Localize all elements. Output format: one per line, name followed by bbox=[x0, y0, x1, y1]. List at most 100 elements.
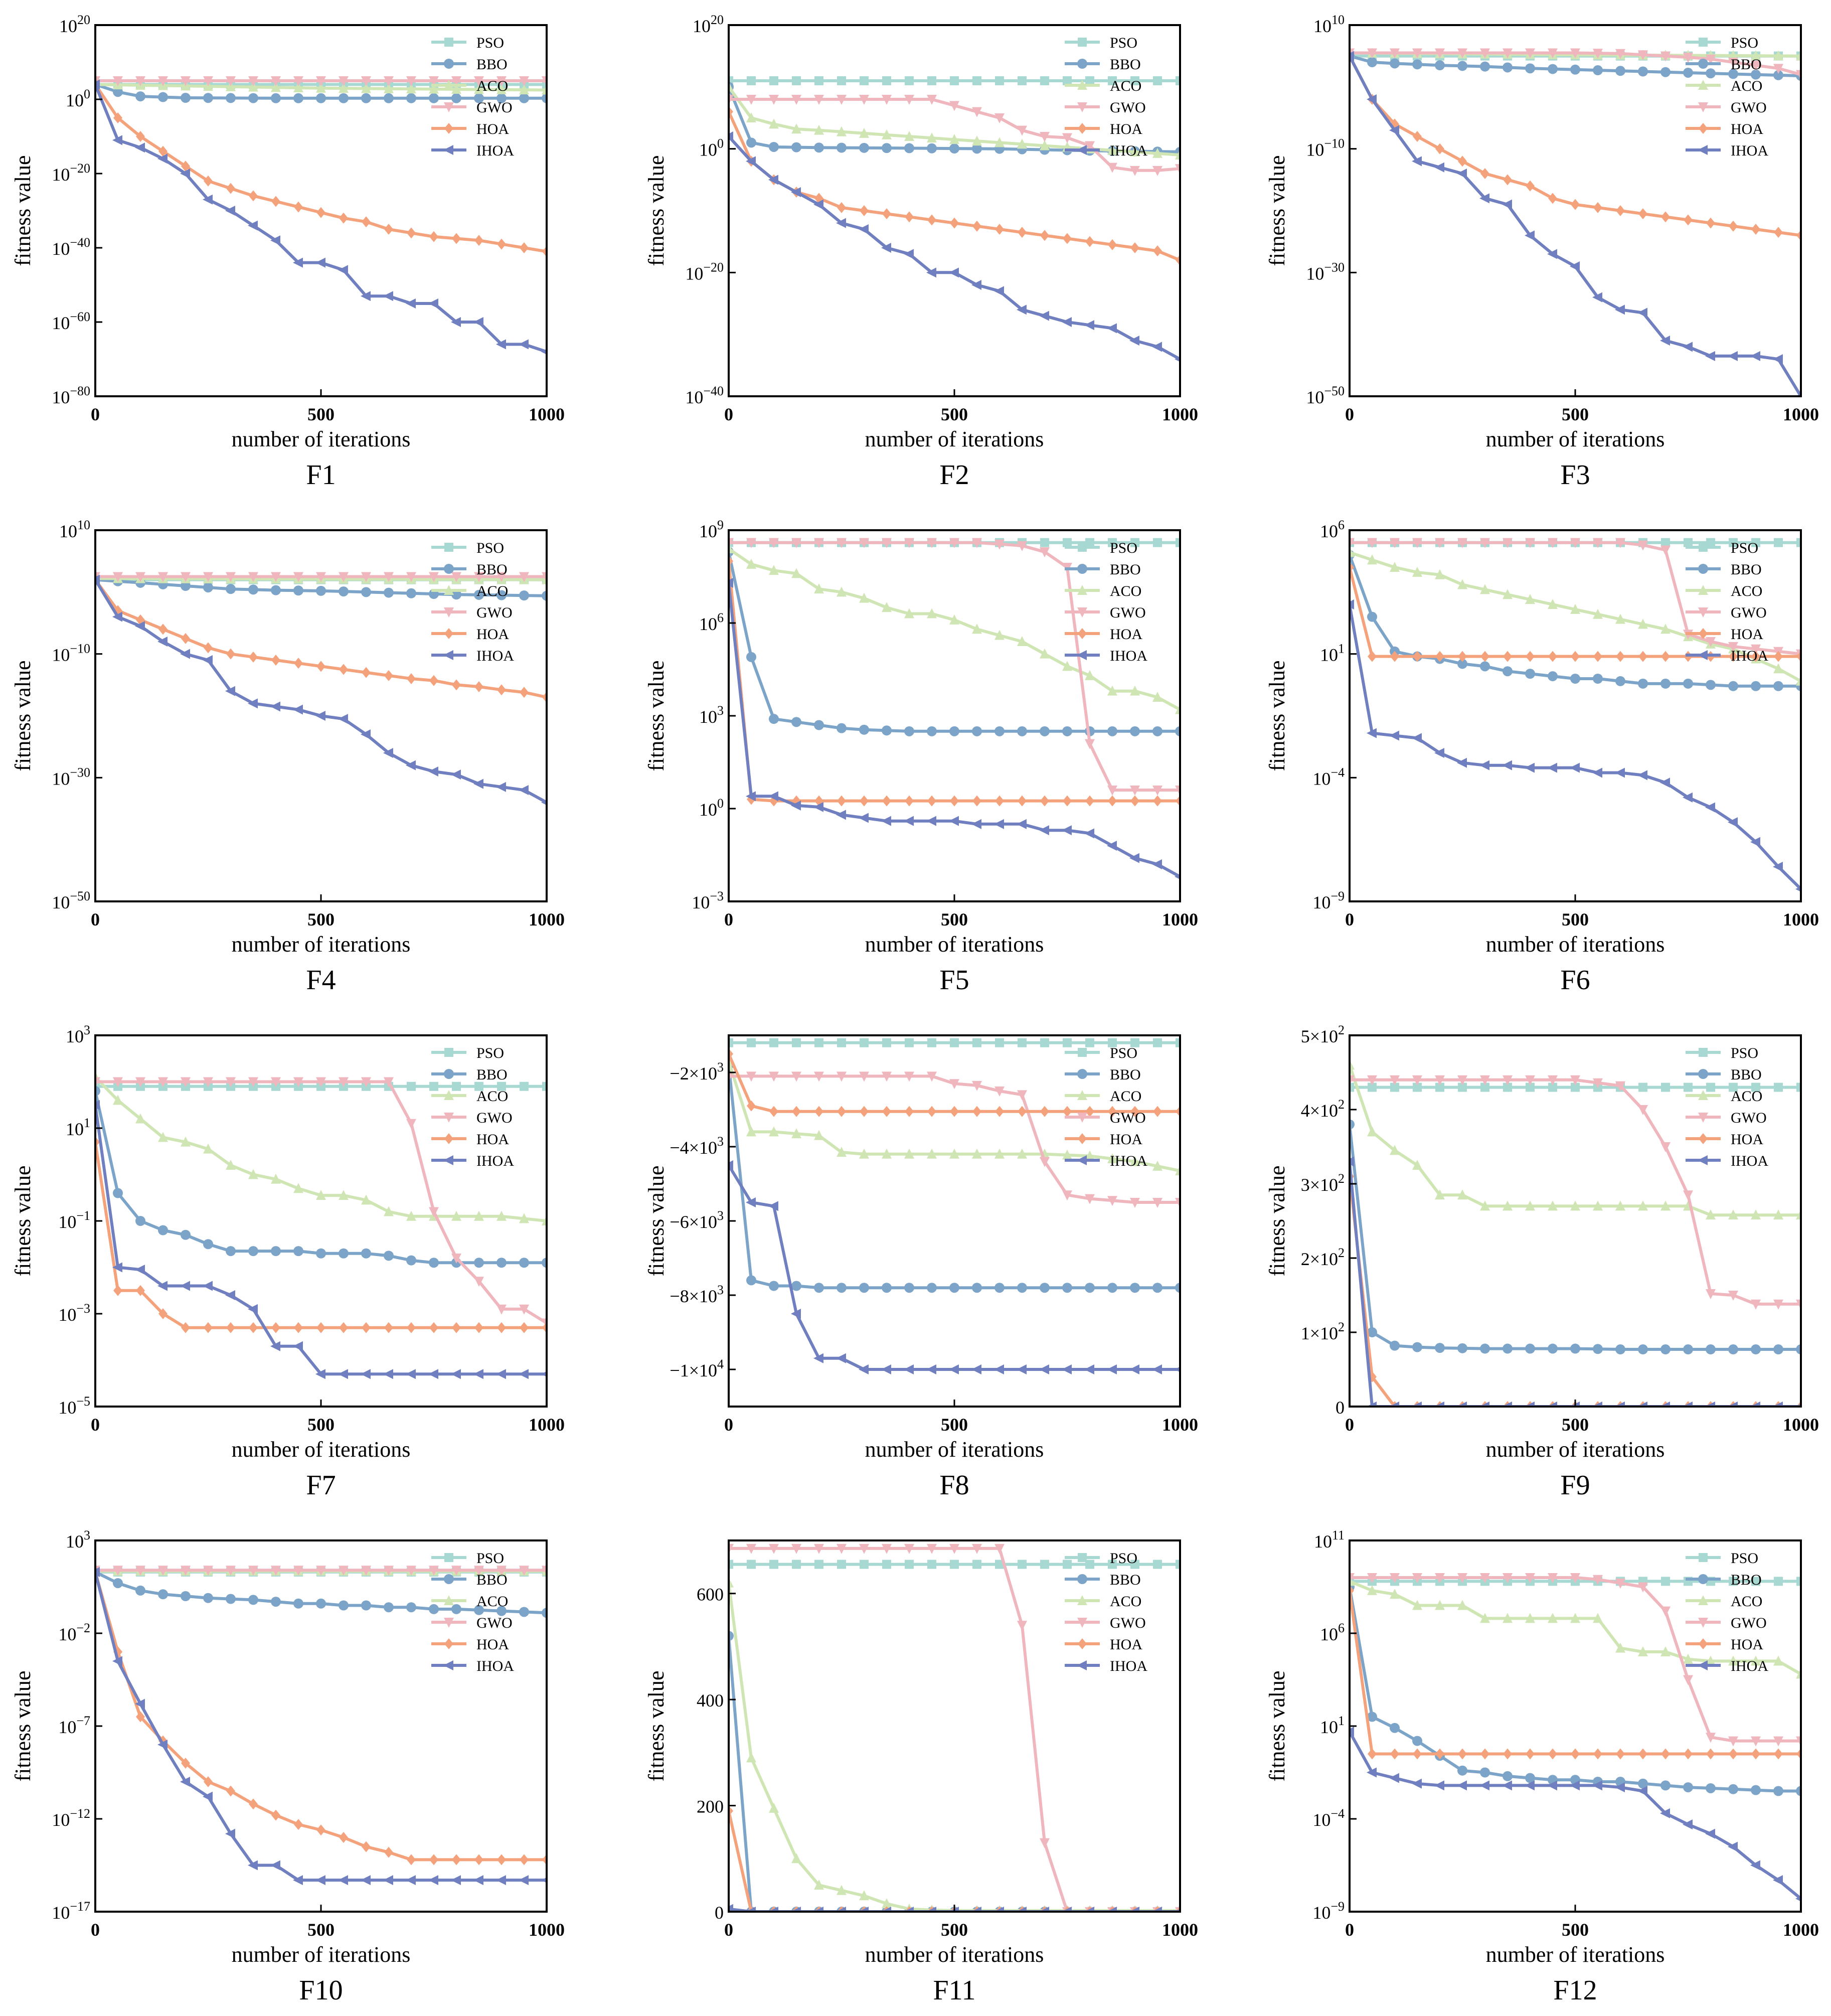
series-point-bbo bbox=[1525, 1343, 1535, 1354]
series-point-ihoa bbox=[813, 199, 823, 210]
series-point-hoa bbox=[837, 1106, 846, 1117]
series-point-bbo bbox=[746, 137, 756, 148]
series-point-ihoa bbox=[881, 816, 891, 826]
series-point-hoa bbox=[95, 1136, 100, 1148]
series-point-ihoa bbox=[1152, 342, 1162, 352]
series-point-hoa bbox=[1526, 651, 1535, 662]
x-tick-label: 0 bbox=[91, 404, 100, 424]
series-point-hoa bbox=[1571, 1748, 1580, 1760]
series-point-gwo bbox=[361, 1077, 371, 1088]
series-point-bbo bbox=[271, 1246, 281, 1257]
legend-marker-gwo bbox=[1077, 1113, 1087, 1123]
series-point-gwo bbox=[1638, 1582, 1648, 1593]
y-tick-label: 100 bbox=[699, 796, 724, 820]
series-point-pso bbox=[95, 1081, 100, 1091]
series-point-ihoa bbox=[1750, 1402, 1760, 1407]
series-point-pso bbox=[1018, 1038, 1027, 1047]
series-point-gwo bbox=[339, 76, 349, 86]
legend-marker-ihoa bbox=[1698, 1155, 1708, 1165]
x-tick-label: 1000 bbox=[529, 1920, 565, 1940]
series-point-hoa bbox=[837, 795, 846, 807]
legend: PSO BBO ACO GWO HOA IHOA bbox=[1065, 1550, 1147, 1674]
y-axis-label: fitness value bbox=[1265, 155, 1289, 266]
series-point-ihoa bbox=[1547, 1402, 1557, 1407]
legend-label-aco: ACO bbox=[1110, 1593, 1141, 1610]
series-point-pso bbox=[814, 1560, 823, 1569]
series-point-pso bbox=[1040, 1560, 1049, 1569]
y-tick-label: 3×102 bbox=[1301, 1171, 1345, 1195]
series-point-ihoa bbox=[926, 1364, 936, 1374]
series-point-bbo bbox=[859, 724, 869, 735]
series-point-bbo bbox=[181, 1229, 191, 1240]
y-tick-label: 10−40 bbox=[685, 384, 724, 407]
series-point-bbo bbox=[406, 588, 416, 598]
series-point-ihoa bbox=[1084, 320, 1094, 331]
series-point-bbo bbox=[451, 1604, 461, 1614]
series-point-hoa bbox=[497, 1322, 506, 1333]
series-point-ihoa bbox=[1773, 861, 1783, 872]
series-point-ihoa bbox=[451, 1369, 461, 1379]
series-point-hoa bbox=[204, 1776, 213, 1787]
series-point-aco bbox=[1728, 50, 1738, 60]
series-point-aco bbox=[814, 1130, 824, 1140]
series-point-pso bbox=[1130, 76, 1139, 85]
series-point-hoa bbox=[316, 207, 325, 218]
series-point-ihoa bbox=[1773, 1402, 1783, 1407]
series-point-gwo bbox=[384, 1077, 394, 1088]
series-point-ihoa bbox=[112, 1656, 122, 1666]
series-point-gwo bbox=[406, 76, 416, 86]
series-point-ihoa bbox=[1570, 261, 1580, 271]
series-point-bbo bbox=[1593, 674, 1603, 684]
series-point-bbo bbox=[791, 717, 801, 727]
legend-label-ihoa: IHOA bbox=[476, 142, 514, 159]
series-point-gwo bbox=[542, 1566, 547, 1576]
series-point-hoa bbox=[1480, 651, 1489, 662]
series-point-pso bbox=[1130, 538, 1139, 547]
series-point-hoa bbox=[1729, 220, 1738, 232]
series-point-bbo bbox=[316, 1248, 326, 1259]
series-point-aco bbox=[729, 1577, 734, 1588]
series-point-aco bbox=[746, 1126, 756, 1137]
x-tick-label: 1000 bbox=[1783, 1920, 1819, 1940]
series-point-hoa bbox=[316, 661, 325, 672]
series-point-ihoa bbox=[1773, 354, 1783, 364]
series-point-ihoa bbox=[428, 766, 438, 777]
series-point-bbo bbox=[837, 723, 847, 733]
series-point-hoa bbox=[226, 183, 235, 194]
legend-label-ihoa: IHOA bbox=[476, 1658, 514, 1674]
series-point-gwo bbox=[837, 1543, 847, 1554]
series-point-hoa bbox=[181, 1322, 190, 1333]
series-point-bbo bbox=[1390, 1340, 1400, 1351]
series-point-aco bbox=[1350, 547, 1355, 557]
series-point-aco bbox=[882, 602, 892, 612]
series-point-gwo bbox=[1367, 538, 1377, 548]
series-point-hoa bbox=[1085, 795, 1094, 807]
series-point-bbo bbox=[1107, 726, 1117, 736]
series-point-pso bbox=[1661, 1082, 1670, 1092]
series-point-bbo bbox=[181, 93, 191, 103]
series-point-hoa bbox=[1390, 651, 1399, 662]
series-point-bbo bbox=[1796, 1344, 1801, 1355]
series-point-hoa bbox=[1661, 1748, 1670, 1760]
series-point-pso bbox=[729, 1038, 733, 1047]
series-point-ihoa bbox=[1434, 748, 1444, 758]
x-axis-label: number of iterations bbox=[1486, 1437, 1665, 1462]
series-point-ihoa bbox=[813, 1907, 823, 1912]
series-point-bbo bbox=[927, 726, 937, 736]
y-tick-label: 10−5 bbox=[58, 1394, 90, 1418]
series-point-gwo bbox=[769, 1071, 779, 1082]
series-point-bbo bbox=[1615, 66, 1625, 76]
series-point-hoa bbox=[1018, 795, 1027, 807]
y-tick-label: 4×102 bbox=[1301, 1097, 1345, 1121]
legend-label-ihoa: IHOA bbox=[1110, 1658, 1147, 1674]
series-point-aco bbox=[339, 83, 349, 93]
series-point-bbo bbox=[1435, 60, 1445, 71]
series-point-ihoa bbox=[1570, 1780, 1580, 1791]
series-point-bbo bbox=[496, 93, 507, 103]
series-point-aco bbox=[949, 134, 959, 144]
series-point-ihoa bbox=[406, 760, 416, 770]
series-point-hoa bbox=[429, 675, 438, 686]
legend: PSO BBO ACO GWO HOA IHOA bbox=[1686, 35, 1768, 159]
x-axis-label: number of iterations bbox=[865, 1942, 1044, 1967]
series-point-ihoa bbox=[496, 782, 506, 792]
